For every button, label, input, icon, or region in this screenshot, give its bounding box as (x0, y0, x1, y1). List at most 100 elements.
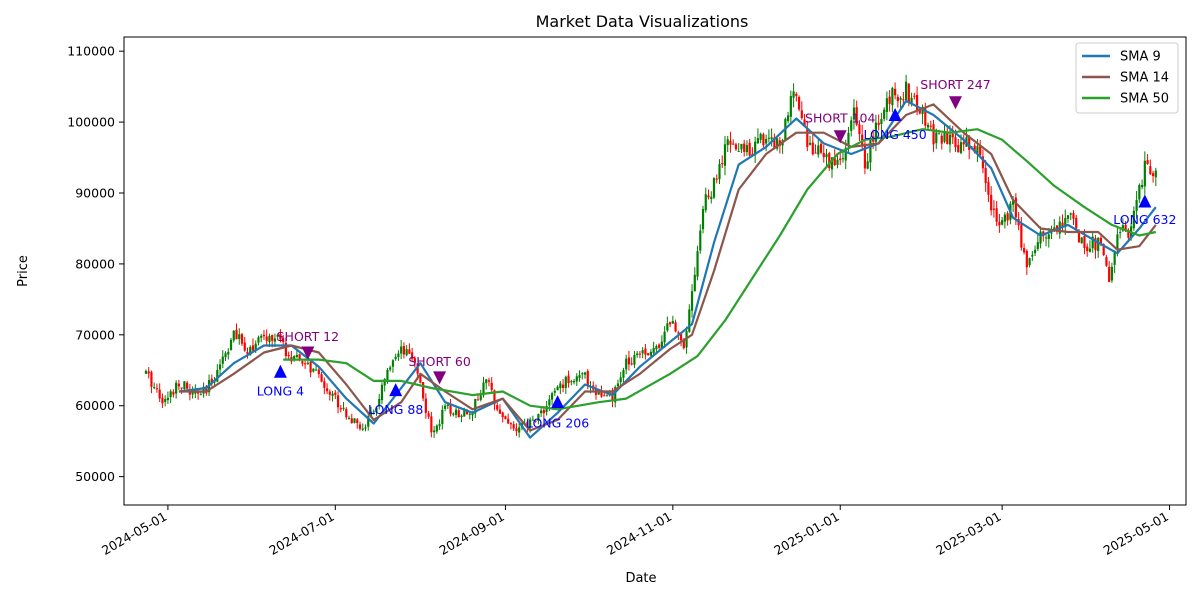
plot-area: LONG 4 SHORT 12 LONG 88 SHORT 60 LONG 206 SHO… (123, 36, 1187, 506)
candle-body (619, 377, 622, 383)
candle-body (1091, 236, 1094, 249)
candle-body (773, 137, 776, 149)
candle-body (647, 353, 650, 356)
y-tick-label: 60000 (75, 398, 115, 413)
candle-body (951, 133, 954, 138)
candle-body (334, 392, 337, 395)
candle-body (800, 110, 803, 119)
candle-body (696, 251, 699, 277)
candle-body (372, 411, 375, 413)
candle-body (1146, 160, 1149, 165)
candle-body (432, 430, 436, 433)
candle-body (1135, 199, 1138, 211)
candle-body (836, 159, 839, 165)
candle-body (940, 135, 943, 144)
candle-body (641, 350, 644, 354)
candle-body (435, 425, 438, 432)
candle-body (1151, 173, 1155, 177)
candle-body (567, 375, 570, 384)
candle-body (314, 369, 318, 371)
candle-body (251, 345, 255, 351)
candle-body (1006, 213, 1009, 221)
candle-body (638, 353, 642, 355)
candle-body (361, 428, 364, 430)
candle-body (1088, 248, 1092, 252)
candle-body (218, 364, 222, 370)
candle-body (795, 93, 798, 96)
candle-body (877, 122, 880, 126)
candle-body (463, 410, 466, 417)
candle-body (487, 380, 491, 382)
candle-body (153, 387, 156, 389)
candle-body (454, 409, 458, 415)
candle-body (1039, 231, 1042, 244)
candle-body (1003, 214, 1006, 222)
candle-body (841, 158, 845, 160)
candle-body (553, 390, 556, 393)
candle-body (998, 221, 1001, 226)
legend-label-2: SMA 14 (1120, 71, 1169, 86)
candle-body (863, 143, 867, 169)
candle-body (701, 209, 705, 230)
candle-body (748, 142, 751, 156)
y-tick-label: 70000 (75, 327, 115, 342)
candle-body (721, 163, 724, 165)
candle-body (962, 142, 965, 145)
candle-body (347, 418, 351, 420)
candle-body (614, 387, 617, 403)
candle-body (915, 94, 919, 112)
candle-body (1025, 250, 1028, 268)
candle-body (597, 392, 600, 395)
candle-body (419, 373, 422, 383)
candle-body (232, 330, 235, 341)
candle-body (874, 122, 878, 142)
candle-body (926, 124, 930, 128)
x-tick-label: 2024-11-01 (604, 509, 674, 558)
candle-body (1132, 210, 1135, 229)
candle-body (734, 144, 738, 150)
candle-body (581, 373, 584, 375)
candle-body (852, 107, 856, 120)
candle-body (364, 427, 367, 429)
x-tick-label: 2025-05-01 (1101, 509, 1171, 558)
candle-body (976, 146, 979, 153)
candle-body (1036, 242, 1039, 250)
candle-body (271, 334, 274, 341)
candle-body (367, 416, 370, 427)
annotation-label: LONG 632 (1113, 212, 1176, 227)
candle-body (743, 143, 746, 152)
short-marker-4 (433, 371, 447, 385)
candle-body (992, 208, 996, 210)
candle-body (932, 124, 935, 145)
candle-body (710, 196, 713, 199)
candle-body (1094, 238, 1097, 251)
candle-body (586, 370, 589, 386)
candle-body (677, 332, 680, 334)
trade-annotations: LONG 4 SHORT 12 LONG 88 SHORT 60 LONG 206 SHO… (257, 77, 1177, 430)
candle-body (924, 107, 927, 126)
candle-body (833, 157, 836, 166)
candle-body (180, 387, 183, 389)
candle-body (847, 132, 850, 147)
candle-body (465, 410, 469, 415)
candle-body (770, 137, 773, 140)
candle-body (323, 381, 326, 388)
candle-body (707, 195, 710, 198)
candle-body (578, 375, 581, 378)
candle-body (504, 416, 507, 420)
candle-body (202, 386, 205, 394)
annotation-label: SHORT 60 (408, 354, 471, 369)
candle-body (485, 379, 488, 384)
candle-body (279, 333, 282, 340)
candle-body (880, 119, 883, 125)
candle-body (1033, 249, 1037, 254)
candle-body (402, 346, 406, 355)
candle-body (158, 389, 161, 399)
candle-body (339, 408, 342, 410)
candle-body (446, 404, 449, 407)
candle-body (1149, 166, 1152, 174)
candle-body (668, 322, 672, 325)
x-tick-label: 2025-01-01 (771, 509, 841, 558)
candle-body (561, 384, 565, 389)
candle-body (786, 115, 790, 122)
